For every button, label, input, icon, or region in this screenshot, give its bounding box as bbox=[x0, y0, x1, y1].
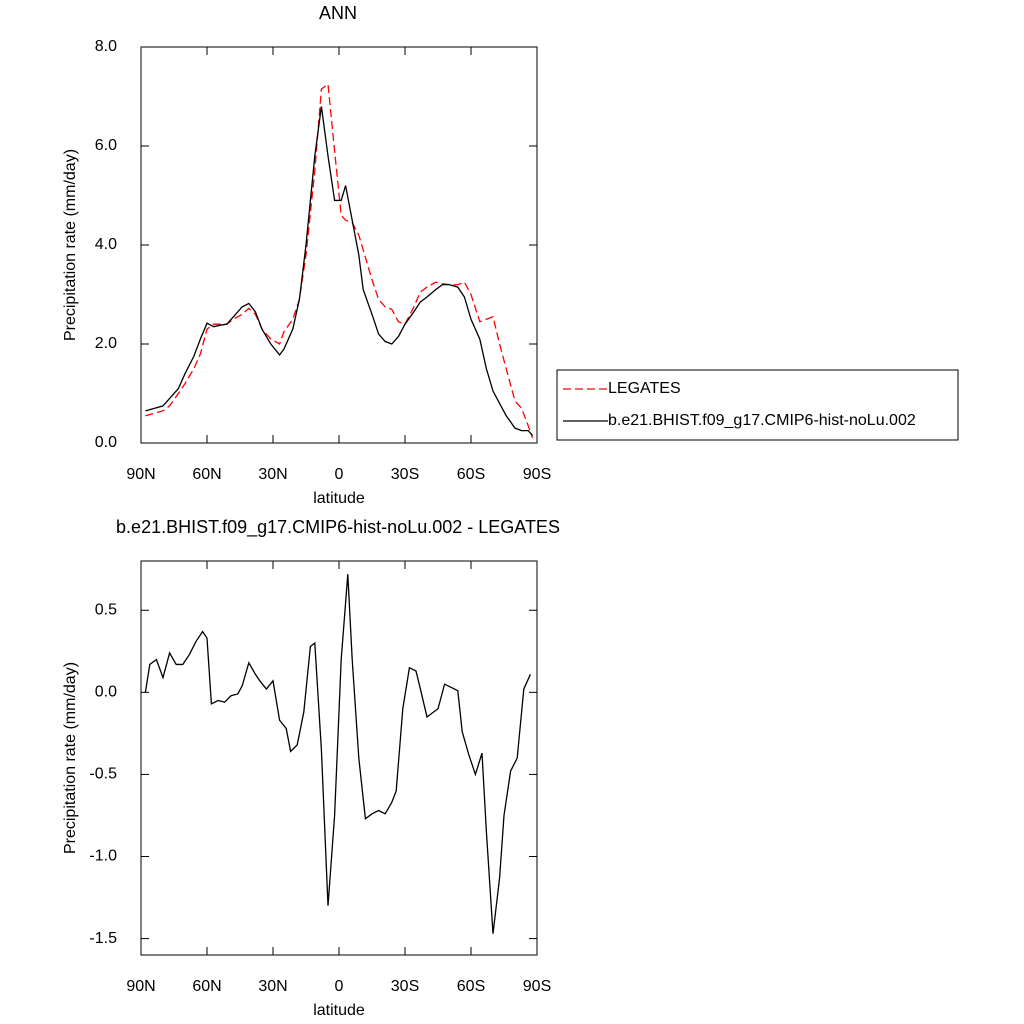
y-axis-label: Precipitation rate (mm/day) bbox=[62, 662, 79, 854]
x-tick-label: 90N bbox=[126, 466, 155, 483]
x-tick-label: 60N bbox=[192, 978, 221, 995]
x-axis-label: latitude bbox=[313, 490, 365, 507]
data-line bbox=[145, 82, 534, 439]
x-tick-label: 0 bbox=[335, 978, 344, 995]
y-tick-label: 4.0 bbox=[95, 236, 117, 253]
x-tick-label: 90N bbox=[126, 978, 155, 995]
x-tick-label: 30N bbox=[258, 466, 287, 483]
x-tick-label: 60S bbox=[457, 466, 485, 483]
legend-label: b.e21.BHIST.f09_g17.CMIP6-hist-noLu.002 bbox=[608, 412, 916, 429]
plot-frame bbox=[140, 46, 538, 444]
x-tick-label: 90S bbox=[523, 978, 551, 995]
x-tick-label: 60S bbox=[457, 978, 485, 995]
plot-frame bbox=[140, 560, 538, 956]
legend-box bbox=[556, 369, 959, 441]
chart-title: b.e21.BHIST.f09_g17.CMIP6-hist-noLu.002 … bbox=[116, 517, 560, 538]
x-tick-label: 90S bbox=[523, 466, 551, 483]
y-tick-label: 0.0 bbox=[95, 684, 117, 701]
y-tick-label: -1.0 bbox=[89, 848, 117, 865]
y-tick-label: -1.5 bbox=[89, 930, 117, 947]
legend-label: LEGATES bbox=[608, 380, 681, 397]
y-tick-label: -0.5 bbox=[89, 766, 117, 783]
data-line bbox=[144, 574, 531, 934]
y-tick-label: 2.0 bbox=[95, 335, 117, 352]
y-tick-label: 6.0 bbox=[95, 137, 117, 154]
chart-title: ANN bbox=[319, 3, 357, 23]
x-tick-label: 0 bbox=[335, 466, 344, 483]
y-tick-label: 8.0 bbox=[95, 38, 117, 55]
y-axis-label: Precipitation rate (mm/day) bbox=[62, 149, 79, 341]
x-tick-label: 60N bbox=[192, 466, 221, 483]
x-axis-label: latitude bbox=[313, 1002, 365, 1019]
x-tick-label: 30S bbox=[391, 978, 419, 995]
y-tick-label: 0.5 bbox=[95, 601, 117, 618]
y-tick-label: 0.0 bbox=[95, 434, 117, 451]
x-tick-label: 30S bbox=[391, 466, 419, 483]
x-tick-label: 30N bbox=[258, 978, 287, 995]
data-line bbox=[145, 106, 534, 437]
